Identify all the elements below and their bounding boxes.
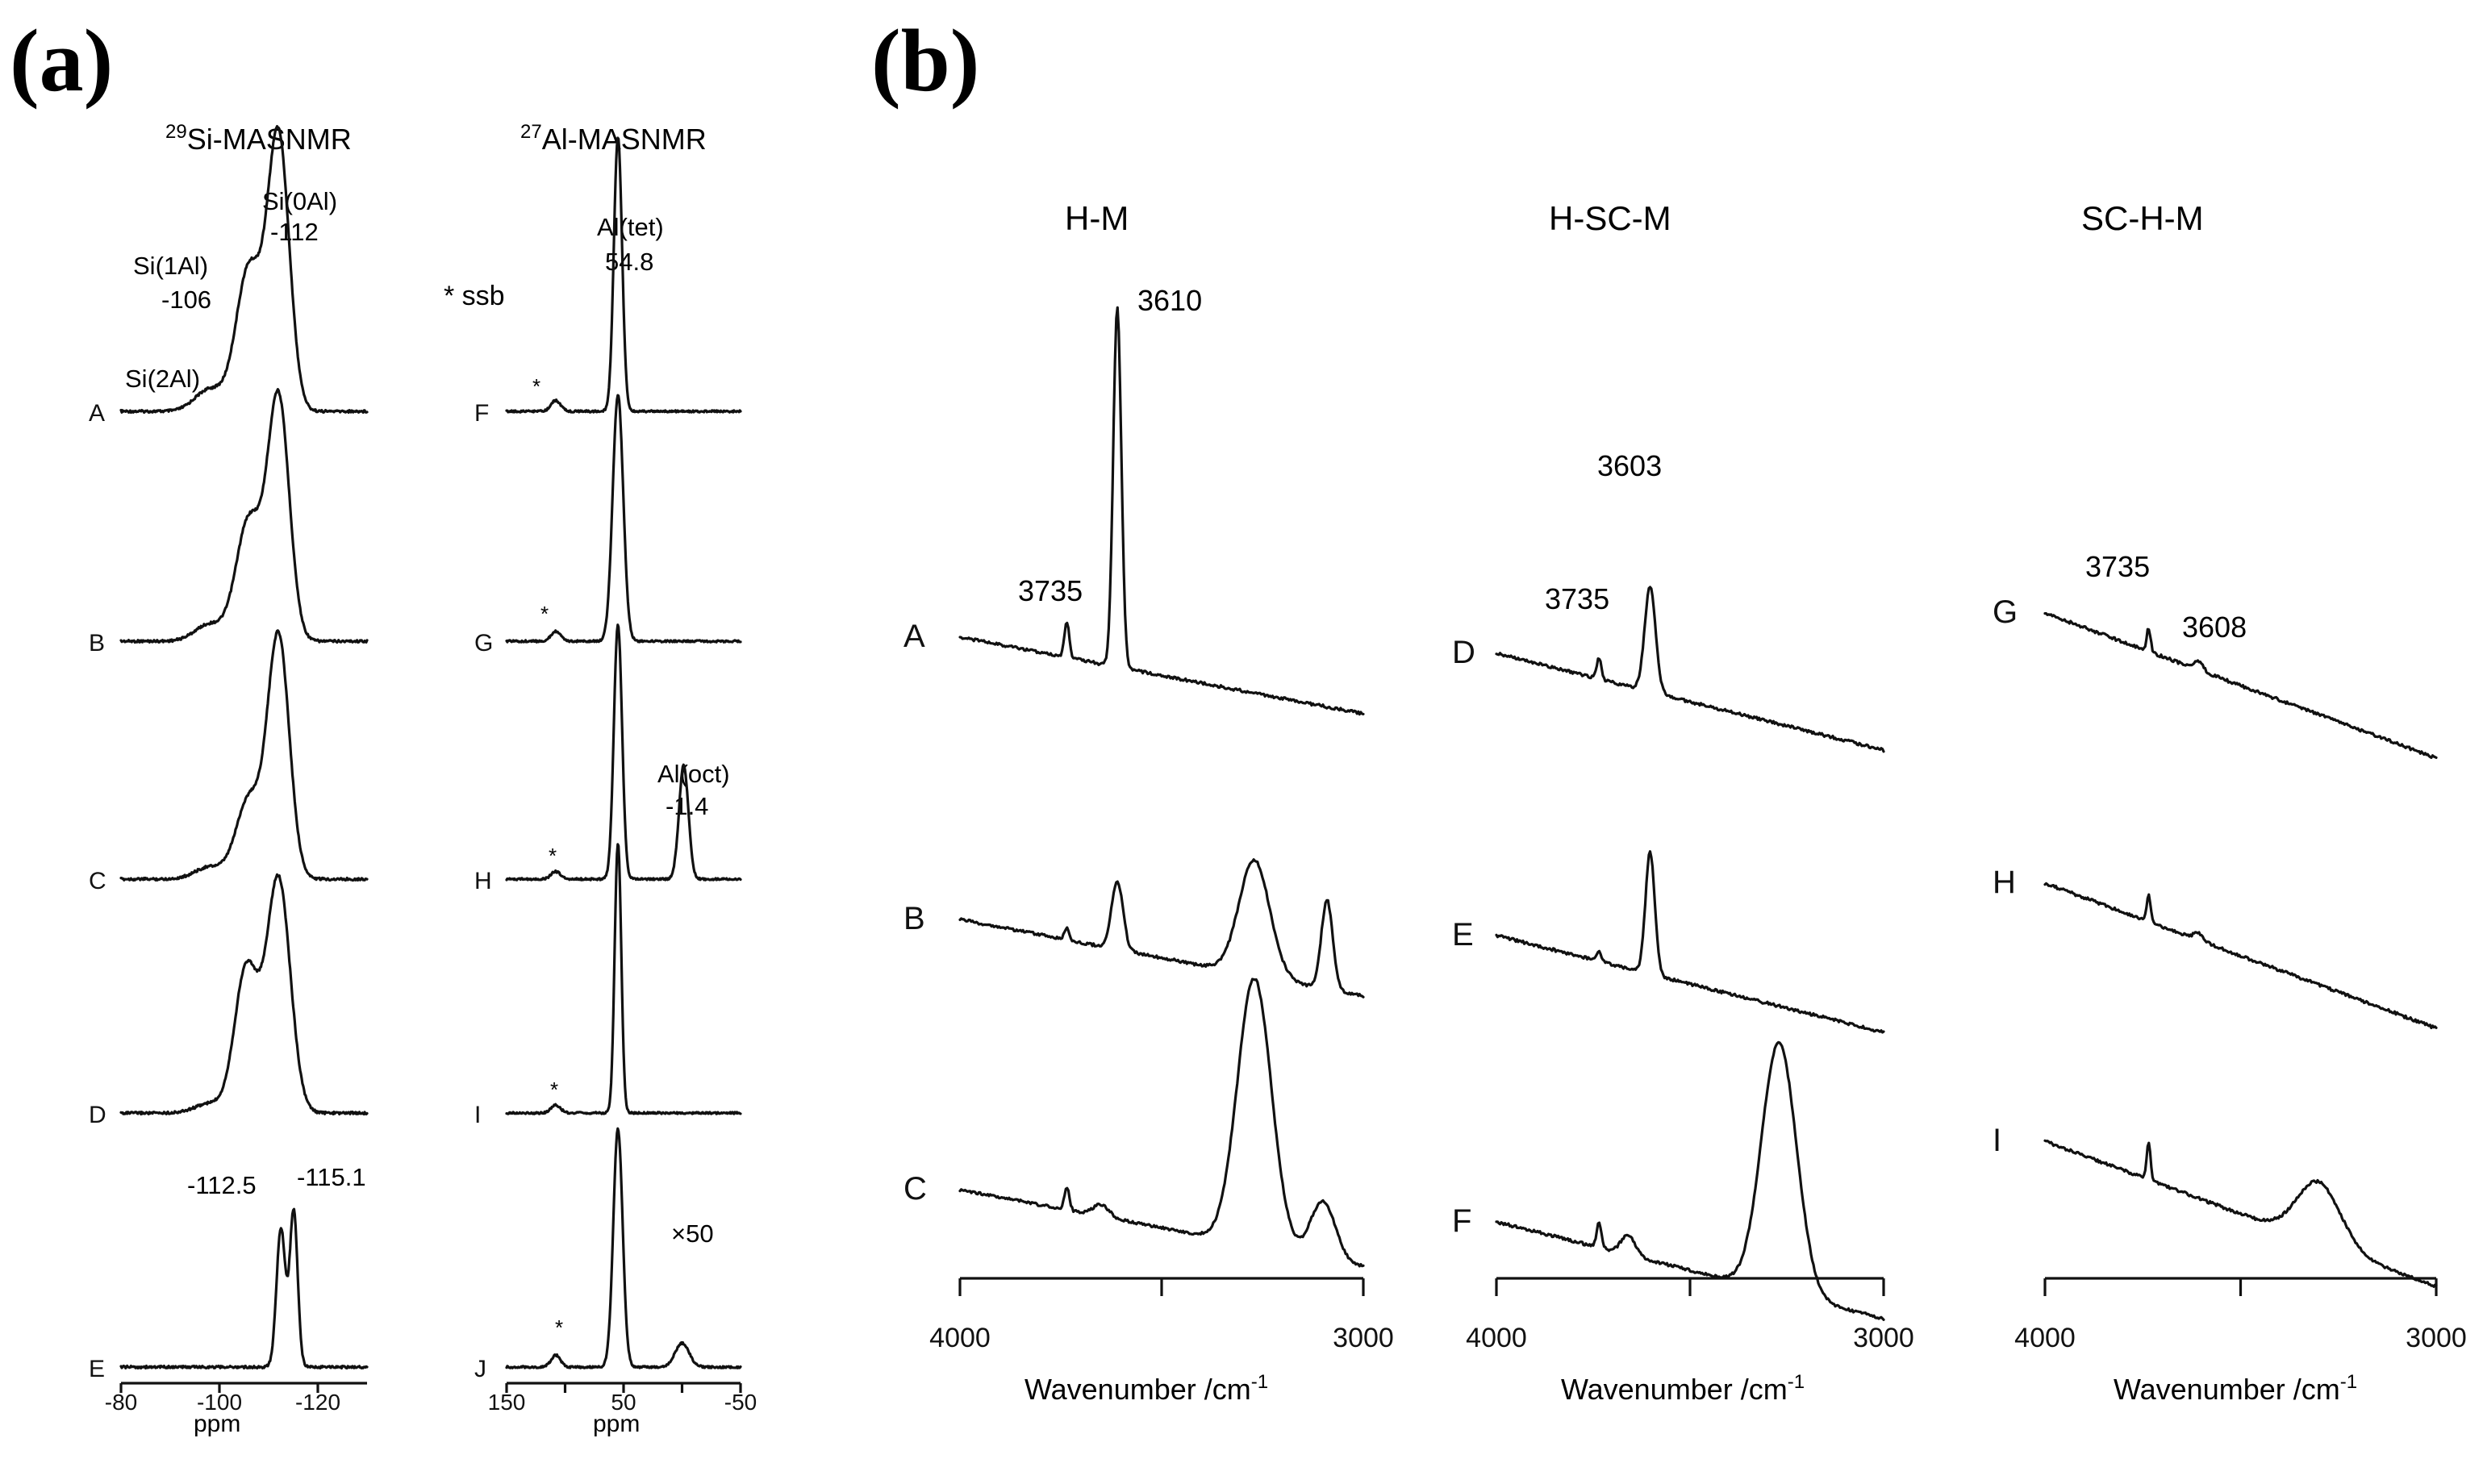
si0al-label: Si(0Al) — [262, 187, 337, 215]
x-tick-label: 3000 — [1853, 1323, 1914, 1353]
x-tick-label: -50 — [724, 1390, 757, 1415]
x-tick-label: 3000 — [1333, 1323, 1394, 1353]
hscm-3603-label: 3603 — [1597, 449, 1662, 482]
trace-label-E: E — [89, 1356, 105, 1382]
schm-3735-label: 3735 — [2085, 550, 2150, 583]
spectrum-trace-B — [958, 858, 1365, 998]
panel-label-a: (a) — [10, 11, 113, 110]
si-e-peak2-label: -115.1 — [297, 1163, 366, 1191]
spectrum-trace-C — [958, 978, 1365, 1268]
spectrum-trace-A — [958, 306, 1365, 716]
panel-label-b: (b) — [871, 11, 979, 110]
x-tick-label: 4000 — [1466, 1323, 1527, 1353]
spectrum-trace-F — [1495, 1040, 1885, 1321]
spectrum-trace-B — [119, 388, 369, 644]
si0al-value: -112 — [270, 218, 319, 246]
al-xlabel: ppm — [593, 1411, 640, 1437]
al-nmr-title: 27Al-MASNMR — [520, 121, 707, 156]
trace-label-C: C — [903, 1171, 927, 1207]
si1al-label: Si(1Al) — [133, 252, 208, 280]
spectrum-trace-E — [119, 1207, 369, 1370]
x-tick-label: -100 — [197, 1390, 242, 1415]
ssb-star-h: * — [549, 844, 557, 868]
spectrum-trace-G — [505, 394, 742, 644]
spectrum-trace-E — [1495, 850, 1885, 1034]
x-tick-label: 4000 — [2014, 1323, 2076, 1353]
times50-label: ×50 — [671, 1219, 714, 1248]
hscm-3735-label: 3735 — [1545, 582, 1609, 615]
spectrum-trace-H — [505, 623, 742, 882]
trace-label-D: D — [89, 1102, 106, 1128]
schm-title: SC-H-M — [2081, 199, 2204, 237]
spectrum-trace-I — [505, 843, 742, 1115]
trace-label-D: D — [1452, 635, 1475, 670]
spectrum-trace-D — [1495, 586, 1885, 753]
si2al-label: Si(2Al) — [125, 365, 200, 393]
si1al-value: -106 — [161, 286, 211, 314]
trace-label-I: I — [474, 1102, 481, 1128]
trace-label-B: B — [903, 901, 925, 936]
aloct-label: Al(oct) — [657, 760, 730, 788]
hm-title: H-M — [1065, 199, 1129, 237]
trace-label-G: G — [1993, 594, 2018, 630]
altet-label: Al(tet) — [597, 213, 664, 241]
trace-label-G: G — [474, 630, 493, 657]
spectrum-trace-A — [119, 125, 369, 415]
trace-label-B: B — [89, 630, 105, 657]
hm-3610-label: 3610 — [1137, 284, 1202, 317]
trace-label-F: F — [474, 400, 489, 427]
hscm-xlabel: Wavenumber /cm-1 — [1561, 1371, 1805, 1406]
x-tick-label: 4000 — [929, 1323, 991, 1353]
ssb-star-j: * — [555, 1315, 563, 1340]
trace-label-I: I — [1993, 1123, 2001, 1158]
x-tick-label: 3000 — [2406, 1323, 2467, 1353]
trace-label-E: E — [1452, 917, 1474, 953]
spectrum-trace-I — [2043, 1139, 2438, 1288]
schm-xlabel: Wavenumber /cm-1 — [2114, 1371, 2357, 1406]
spectrum-trace-H — [2043, 882, 2438, 1030]
hm-3735-label: 3735 — [1018, 574, 1083, 607]
x-tick-label: -120 — [295, 1390, 340, 1415]
ssb-star-f: * — [532, 374, 540, 398]
schm-3608-label: 3608 — [2182, 611, 2247, 644]
si-e-peak1-label: -112.5 — [187, 1171, 257, 1199]
trace-label-F: F — [1452, 1203, 1471, 1239]
spectrum-trace-F — [505, 136, 742, 414]
hscm-title: H-SC-M — [1549, 199, 1671, 237]
trace-label-H: H — [474, 868, 492, 894]
ssb-legend: * ssb — [444, 281, 505, 311]
x-tick-label: -80 — [105, 1390, 137, 1415]
si-nmr-title: 29Si-MASNMR — [165, 121, 352, 156]
trace-label-A: A — [903, 619, 925, 654]
ssb-star-i: * — [550, 1078, 558, 1102]
trace-label-A: A — [89, 400, 105, 427]
si-xlabel: ppm — [194, 1411, 240, 1437]
trace-label-C: C — [89, 868, 106, 894]
ssb-star-g: * — [540, 602, 549, 626]
spectrum-trace-C — [119, 629, 369, 882]
spectrum-trace-G — [2043, 611, 2438, 760]
hm-xlabel: Wavenumber /cm-1 — [1024, 1371, 1268, 1406]
trace-label-H: H — [1993, 865, 2016, 900]
trace-label-J: J — [474, 1356, 486, 1382]
spectrum-trace-J — [505, 1127, 742, 1369]
spectrum-trace-D — [119, 873, 369, 1116]
x-tick-label: 150 — [488, 1390, 526, 1415]
x-tick-label: 50 — [611, 1390, 636, 1415]
